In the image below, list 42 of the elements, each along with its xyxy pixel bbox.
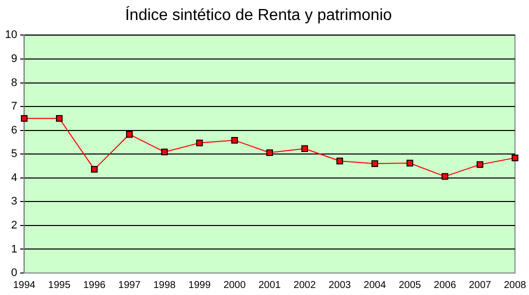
x-tick-label: 1998 xyxy=(153,280,176,291)
point xyxy=(126,131,133,138)
point xyxy=(301,145,308,152)
point xyxy=(20,115,28,122)
point xyxy=(476,161,484,168)
y-tick-label: 10 xyxy=(4,29,18,42)
x-tick-label: 2001 xyxy=(258,280,282,291)
point xyxy=(512,154,518,162)
point xyxy=(231,136,238,144)
x-tick-label: 2003 xyxy=(328,280,352,291)
y-tick-label: 1 xyxy=(11,243,18,256)
x-tick-label: 1999 xyxy=(188,280,212,291)
y-tick-label: 3 xyxy=(11,196,18,208)
point xyxy=(196,140,203,146)
x-tick-label: 2007 xyxy=(468,280,492,291)
y-tick-label: 5 xyxy=(11,148,18,160)
x-tick-label: 2005 xyxy=(398,280,422,291)
point xyxy=(161,148,168,156)
point xyxy=(56,115,63,122)
point xyxy=(442,173,448,180)
x-tick-label: 2002 xyxy=(294,280,316,291)
x-tick-label: 1994 xyxy=(13,280,36,291)
point xyxy=(91,166,98,173)
x-tick-label: 2008 xyxy=(504,280,527,291)
y-tick-label: 4 xyxy=(11,172,18,184)
y-tick-label: 2 xyxy=(11,219,18,232)
y-tick-label: 7 xyxy=(11,100,18,113)
x-tick-label: 1995 xyxy=(48,280,71,291)
y-tick-label: 0 xyxy=(11,267,18,280)
y-tick-label: 6 xyxy=(11,124,18,136)
x-tick-label: 1997 xyxy=(118,280,141,291)
point xyxy=(336,158,344,164)
y-tick-label: 8 xyxy=(11,76,18,89)
point xyxy=(266,149,273,156)
x-tick-label: 2006 xyxy=(434,280,456,291)
x-tick-label: 1996 xyxy=(83,280,106,291)
chart-title: Índice sintético de Renta y patrimonio xyxy=(125,6,392,24)
y-tick-label: 9 xyxy=(11,53,18,66)
point xyxy=(406,160,414,166)
x-tick-label: 2000 xyxy=(223,280,246,291)
x-tick-label: 2004 xyxy=(364,280,386,291)
point xyxy=(371,160,378,167)
